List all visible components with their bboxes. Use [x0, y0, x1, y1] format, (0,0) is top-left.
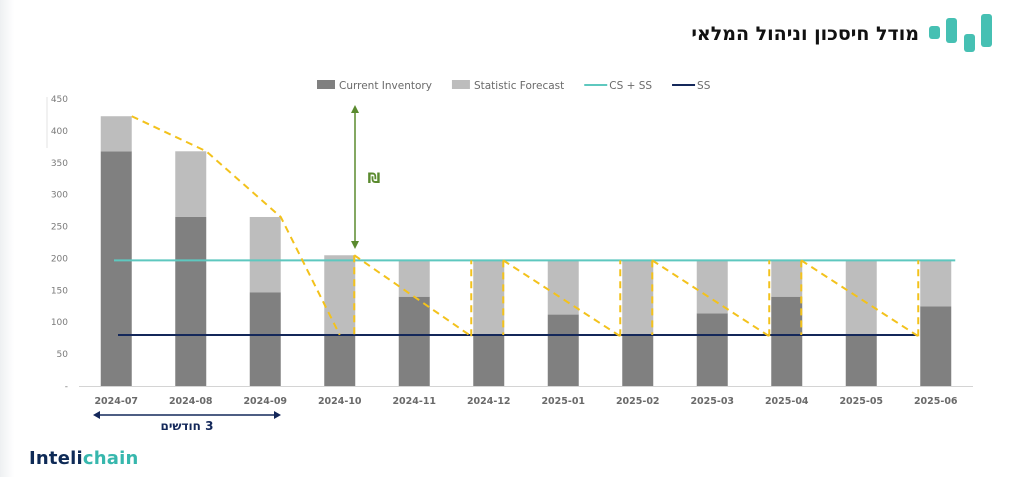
- y-tick-label: 400: [51, 127, 68, 137]
- savings-arrow-head-down: [351, 241, 359, 249]
- statistic-forecast-bar: [845, 260, 877, 335]
- y-tick-label: 150: [51, 286, 68, 296]
- statistic-forecast-bar: [473, 260, 505, 335]
- y-tick-label: 300: [51, 191, 68, 201]
- current-inventory-bar: [175, 216, 207, 386]
- y-tick-label: 450: [51, 95, 68, 105]
- logo-bars-icon: [929, 14, 995, 54]
- period-arrow-head-right: [274, 411, 281, 419]
- legend-label: Current Inventory: [339, 80, 432, 92]
- legend-swatch: [451, 80, 470, 89]
- y-tick-label: 250: [51, 223, 68, 233]
- x-tick-label: 2025-02: [616, 396, 660, 407]
- current-inventory-bar: [100, 151, 132, 386]
- current-inventory-bar: [622, 334, 654, 386]
- consumption-lines: [131, 115, 920, 338]
- bar-series: [100, 116, 952, 386]
- statistic-forecast-bar: [398, 260, 430, 297]
- y-tick-label: -: [65, 382, 68, 392]
- x-tick-label: 2024-07: [94, 396, 138, 407]
- x-axis: 2024-07 2024-08 2024-09 2024-10 2024-11 2024-…: [79, 386, 973, 407]
- x-tick-label: 2024-11: [392, 396, 436, 407]
- consumption-line: [131, 115, 341, 336]
- statistic-forecast-bar: [920, 260, 952, 307]
- x-tick-label: 2025-06: [914, 396, 958, 407]
- chart-legend: Current Inventory Statistic Forecast CS + …: [317, 80, 711, 92]
- statistic-forecast-bar: [249, 216, 281, 293]
- y-tick-label: 100: [51, 318, 68, 328]
- page-header: מודל חיסכון וניהול המלאי: [691, 14, 995, 54]
- current-inventory-bar: [845, 334, 877, 386]
- current-inventory-bar: [249, 292, 281, 386]
- savings-arrow-head-up: [351, 105, 359, 113]
- brand-name-part2: chain: [82, 448, 139, 469]
- x-tick-label: 2024-10: [318, 396, 362, 407]
- line-series: [114, 259, 956, 336]
- x-tick-label: 2025-04: [765, 396, 809, 407]
- page-title: מודל חיסכון וניהול המלאי: [691, 23, 919, 45]
- legend-label: SS: [697, 80, 711, 92]
- brand-name-part1: Inteli: [29, 448, 83, 469]
- x-tick-label: 2024-09: [243, 396, 287, 407]
- legend-label: Statistic Forecast: [474, 80, 564, 92]
- y-tick-label: 350: [51, 159, 68, 169]
- x-tick-label: 2025-05: [839, 396, 883, 407]
- x-tick-label: 2024-08: [169, 396, 213, 407]
- x-tick-label: 2024-12: [467, 396, 511, 407]
- x-tick-label: 2025-01: [541, 396, 585, 407]
- current-inventory-bar: [547, 314, 579, 386]
- statistic-forecast-bar: [547, 260, 579, 315]
- intelichain-logo: Inteli chain: [29, 448, 139, 469]
- page-left-shadow: [0, 0, 14, 477]
- y-axis: - 50 100 150 200 250 300 350 400 450: [46, 95, 69, 392]
- legend-label: CS + SS: [609, 80, 652, 92]
- statistic-forecast-bar: [324, 255, 356, 335]
- y-tick-label: 50: [57, 350, 69, 360]
- statistic-forecast-bar: [175, 151, 207, 217]
- savings-label: ₪: [368, 171, 381, 187]
- current-inventory-bar: [473, 334, 505, 386]
- period-label: 3 חודשים: [161, 419, 214, 433]
- current-inventory-bar: [696, 313, 728, 386]
- current-inventory-bar: [398, 296, 430, 386]
- period-arrow-head-left: [93, 411, 100, 419]
- statistic-forecast-bar: [100, 116, 132, 152]
- chart-annotations: ₪ 3 חודשים: [93, 105, 381, 433]
- legend-swatch: [317, 80, 335, 89]
- current-inventory-bar: [324, 334, 356, 386]
- statistic-forecast-bar: [696, 260, 728, 314]
- current-inventory-bar: [771, 296, 803, 386]
- statistic-forecast-bar: [622, 260, 654, 335]
- current-inventory-bar: [920, 306, 952, 386]
- x-tick-label: 2025-03: [690, 396, 734, 407]
- y-tick-label: 200: [51, 254, 68, 264]
- statistic-forecast-bar: [771, 260, 803, 297]
